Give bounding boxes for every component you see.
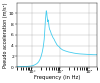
X-axis label: Frequency (in Hz): Frequency (in Hz): [34, 75, 80, 80]
Y-axis label: Pseudo acceleration (m/s²): Pseudo acceleration (m/s²): [3, 2, 8, 68]
